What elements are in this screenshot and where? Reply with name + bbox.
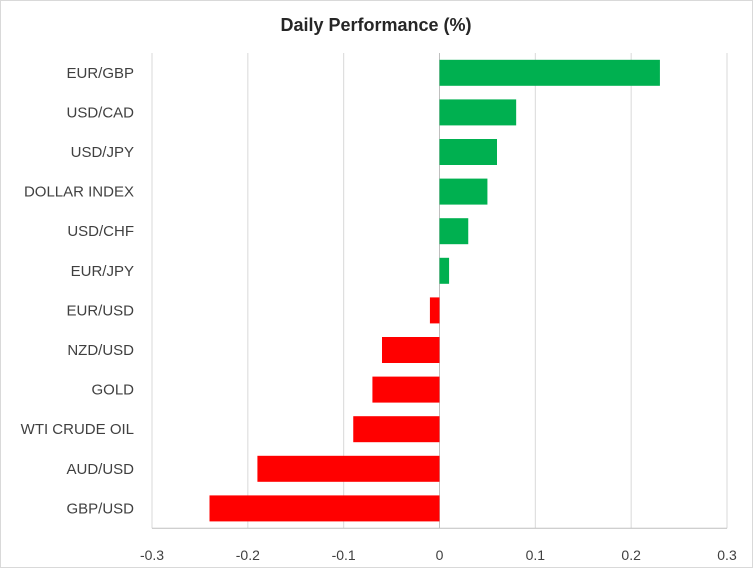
category-label: USD/JPY <box>71 144 134 161</box>
bar-layer <box>209 59 660 522</box>
x-tick-label: 0.1 <box>526 547 546 563</box>
category-label: AUD/USD <box>66 461 134 478</box>
x-tick-label: 0.3 <box>717 547 737 563</box>
x-tick-label: 0 <box>436 547 444 563</box>
chart-title: Daily Performance (%) <box>280 15 471 35</box>
bar-usd-cad <box>439 99 517 126</box>
x-tick-label-layer: -0.3 -0.2 -0.1 0 0.1 0.2 0.3 <box>140 547 737 563</box>
category-label: NZD/USD <box>67 342 134 359</box>
x-tick-label: -0.3 <box>140 547 164 563</box>
category-label: DOLLAR INDEX <box>24 184 134 201</box>
bar-usd-chf <box>439 218 469 245</box>
bar-nzd-usd <box>382 337 440 363</box>
grid-layer <box>151 53 728 529</box>
bar-usd-jpy <box>439 139 497 165</box>
category-label-layer: EUR/GBP USD/CAD USD/JPY DOLLAR INDEX USD/CHF… <box>21 65 135 518</box>
bar-gbp-usd <box>209 495 440 522</box>
category-label: GBP/USD <box>66 500 134 517</box>
bar-wti-crude-oil <box>353 416 440 443</box>
category-label: EUR/JPY <box>71 263 134 280</box>
category-label: USD/CAD <box>66 104 134 121</box>
category-label: EUR/USD <box>66 302 134 319</box>
x-tick-label: -0.2 <box>236 547 260 563</box>
bar-dollar-index <box>439 178 488 205</box>
bar-eur-usd <box>429 297 440 324</box>
category-label: WTI CRUDE OIL <box>21 421 134 438</box>
x-tick-label: -0.1 <box>332 547 356 563</box>
category-label: EUR/GBP <box>66 65 134 82</box>
category-label: USD/CHF <box>67 223 134 240</box>
bar-eur-jpy <box>439 257 450 284</box>
bar-eur-gbp <box>439 59 660 86</box>
x-tick-label: 0.2 <box>621 547 641 563</box>
bar-aud-usd <box>257 455 440 482</box>
category-label: GOLD <box>91 382 134 399</box>
bar-gold <box>372 376 440 403</box>
